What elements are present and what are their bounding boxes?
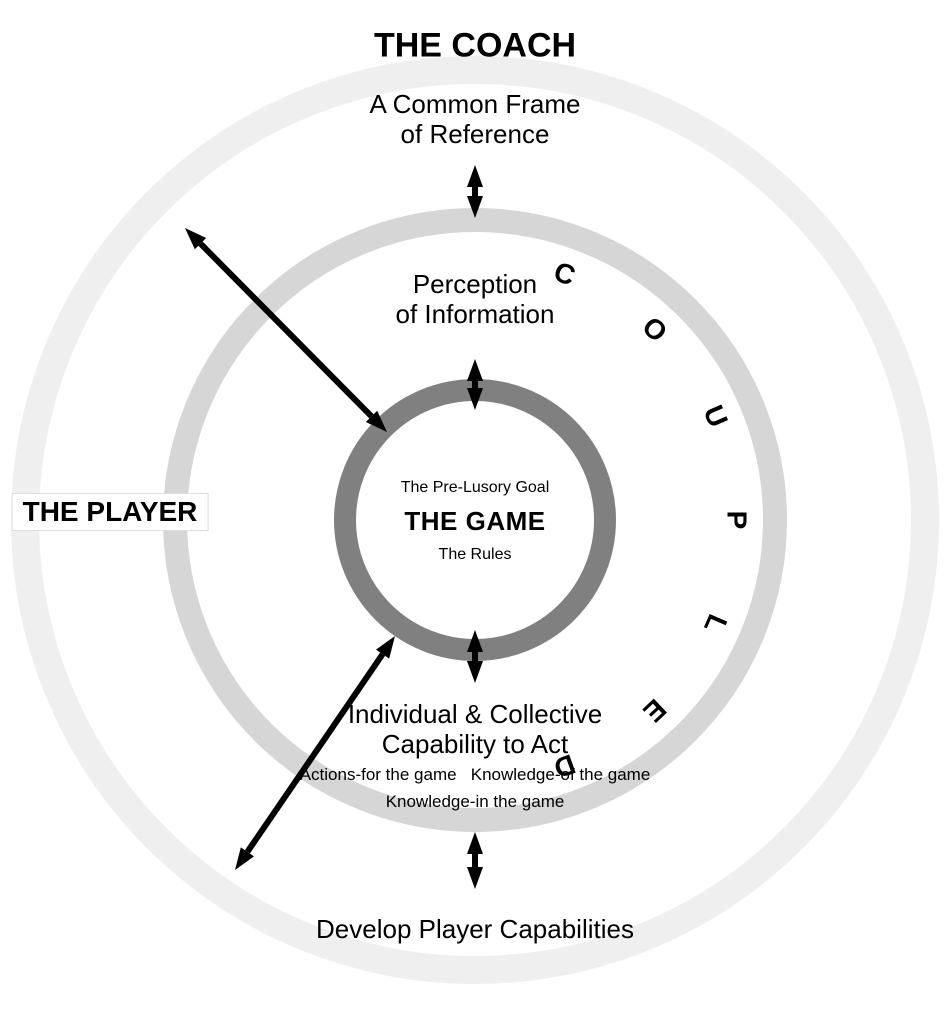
- coupled-letter-5: E: [637, 693, 672, 728]
- label-develop: Develop Player Capabilities: [316, 915, 634, 945]
- title-player: THE PLAYER: [12, 493, 209, 531]
- label-common-frame: A Common Frame of Reference: [370, 90, 581, 150]
- arrow-diag-upper-left: [200, 244, 371, 417]
- coupled-letter-1: O: [636, 311, 673, 348]
- label-the-game: THE GAME: [404, 507, 545, 537]
- label-perception: Perception of Information: [396, 270, 555, 330]
- coupled-letter-4: L: [698, 610, 733, 638]
- label-prelusory: The Pre-Lusory Goal: [401, 479, 550, 497]
- diagram-stage: { "diagram": { "type": "concentric-ring-…: [0, 0, 950, 1017]
- label-rules: The Rules: [439, 546, 512, 564]
- title-coach: THE COACH: [374, 26, 576, 65]
- coupled-letter-3: P: [722, 511, 753, 530]
- label-capability-sub2: Knowledge-in the game: [386, 792, 565, 812]
- label-capability-sub1: Actions-for the game Knowledge-of the ga…: [300, 765, 651, 785]
- label-capability: Individual & Collective Capability to Ac…: [348, 700, 602, 760]
- coupled-letter-2: U: [697, 401, 733, 432]
